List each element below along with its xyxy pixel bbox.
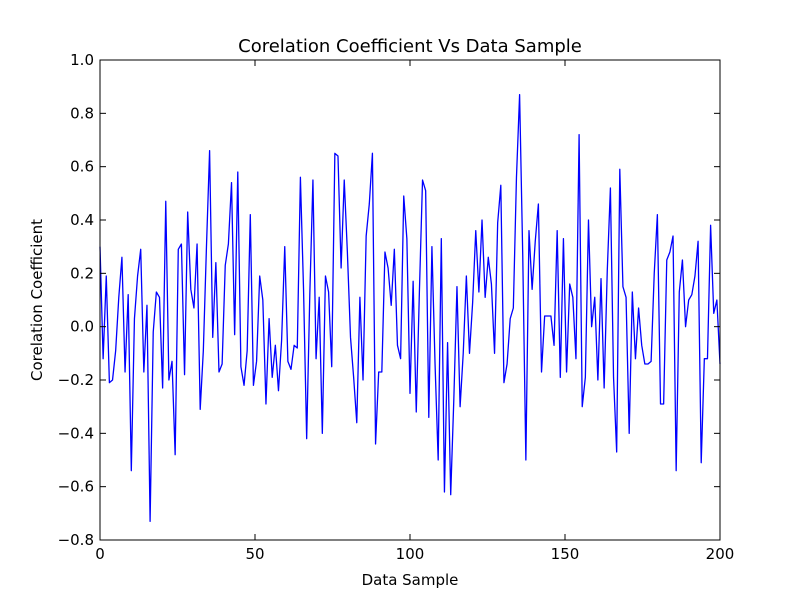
x-tick-label: 50 [245,545,264,563]
x-tick-label: 150 [551,545,580,563]
chart-title: Corelation Coefficient Vs Data Sample [238,36,582,57]
y-tick-label: 0.6 [70,158,94,176]
y-tick-label: −0.4 [58,424,94,442]
y-tick-label: 1.0 [70,51,94,69]
y-tick-label: 0.8 [70,104,94,122]
y-tick-label: 0.2 [70,264,94,282]
x-axis-label: Data Sample [362,571,459,589]
x-tick-label: 200 [706,545,735,563]
y-tick-label: 0.0 [70,318,94,336]
y-tick-label: −0.6 [58,478,94,496]
y-tick-label: −0.8 [58,531,94,549]
x-axis: 0 50 100 150 200 [95,60,734,563]
y-tick-label: 0.4 [70,211,94,229]
series-line [99,94,721,522]
y-axis-label: Corelation Coefficient [28,219,46,381]
y-tick-label: −0.2 [58,371,94,389]
x-tick-label: 100 [396,545,425,563]
x-tick-label: 0 [95,545,105,563]
y-axis: −0.8 −0.6 −0.4 −0.2 0.0 0.2 0.4 0.6 0.8 1.0 [58,51,720,549]
